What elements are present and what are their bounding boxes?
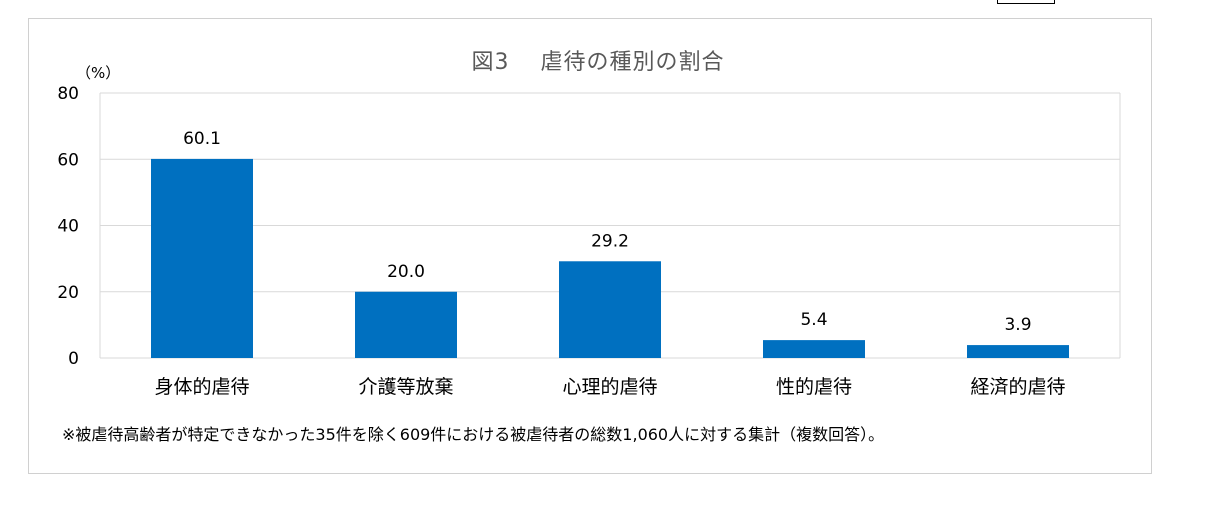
footnote: ※被虐待高齢者が特定できなかった35件を除く609件における被虐待者の総数1,0…: [62, 425, 885, 444]
x-tick-label-1: 身体的虐待: [154, 376, 249, 398]
data-label-2: 20.0: [387, 262, 425, 282]
bar-5: [967, 345, 1069, 358]
x-tick-label-3: 心理的虐待: [562, 376, 657, 398]
data-label-3: 29.2: [591, 231, 629, 251]
y-tick-labels: 0 20 40 60 80: [57, 84, 79, 369]
data-label-4: 5.4: [800, 310, 827, 330]
y-axis-unit-label: （%）: [76, 64, 121, 82]
grid-lines: [99, 92, 1121, 359]
x-tick-label-2: 介護等放棄: [358, 376, 453, 398]
bar-4: [763, 340, 865, 358]
x-tick-labels: 身体的虐待 介護等放棄 心理的虐待 性的虐待 経済的虐待: [154, 376, 1065, 398]
x-tick-label-5: 経済的虐待: [970, 376, 1065, 398]
data-labels: 60.1 20.0 29.2 5.4 3.9: [183, 129, 1031, 335]
x-tick-label-4: 性的虐待: [776, 376, 852, 398]
y-tick-label: 0: [68, 349, 79, 369]
y-tick-label: 20: [57, 283, 79, 303]
data-label-1: 60.1: [183, 129, 221, 149]
bar-2: [355, 291, 457, 358]
y-tick-label: 80: [57, 84, 79, 104]
bar-1: [151, 158, 253, 358]
y-tick-label: 40: [57, 217, 79, 237]
corner-mark: [997, 0, 1055, 4]
data-label-5: 3.9: [1004, 315, 1031, 335]
bars: [151, 158, 1069, 358]
y-tick-label: 60: [57, 150, 79, 170]
bar-3: [559, 261, 661, 358]
chart-title: 図3 虐待の種別の割合: [471, 50, 725, 75]
